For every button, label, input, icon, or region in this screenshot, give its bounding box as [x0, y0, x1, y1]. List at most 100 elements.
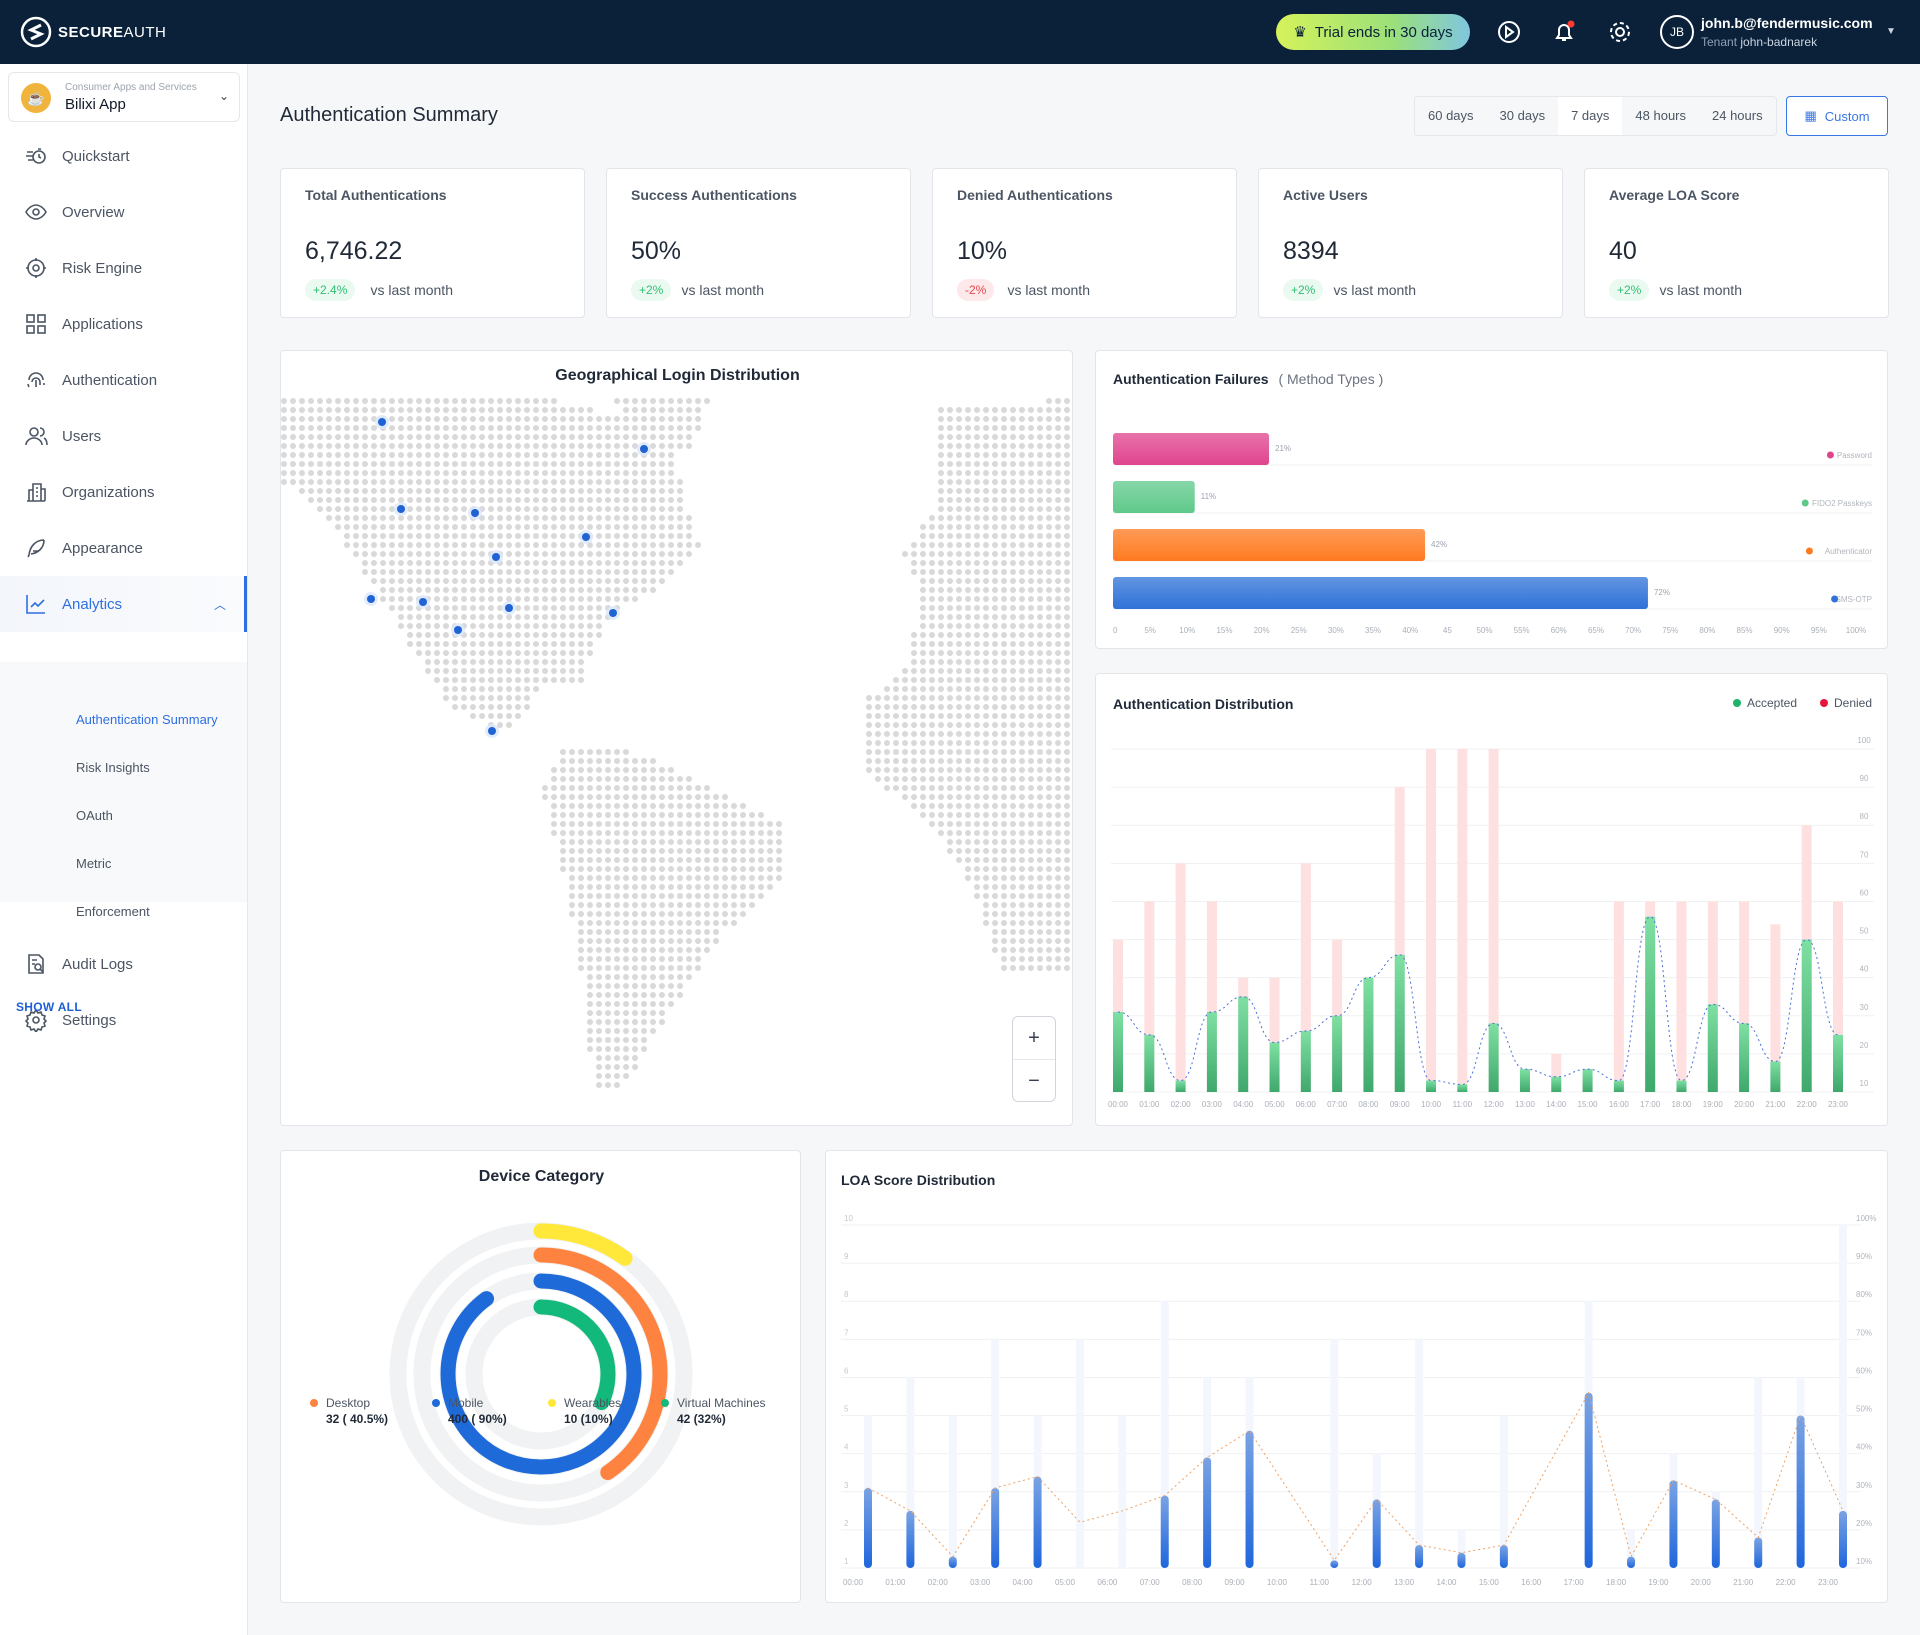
sidebar-item-risk-engine[interactable]: Risk Engine: [0, 240, 247, 296]
device-legend-item[interactable]: Wearables 10 (10%): [548, 1396, 621, 1426]
device-legend-item[interactable]: Mobile 400 ( 90%): [432, 1396, 507, 1426]
submenu-item-risk-insights[interactable]: Risk Insights: [76, 760, 150, 775]
loa-score-bar[interactable]: [1627, 1556, 1636, 1568]
accepted-bar[interactable]: [1488, 1023, 1499, 1092]
chevron-up-icon[interactable]: ︿: [213, 597, 226, 612]
sidebar-item-quickstart[interactable]: Quickstart: [0, 128, 247, 184]
denied-bar[interactable]: [1206, 901, 1217, 1092]
user-email[interactable]: john.b@fendermusic.com: [1701, 15, 1873, 31]
login-location-marker[interactable]: [640, 445, 648, 453]
loa-score-bar[interactable]: [1245, 1430, 1254, 1568]
sidebar-item-analytics[interactable]: Analytics ︿: [0, 576, 247, 632]
loa-score-bar[interactable]: [1330, 1560, 1339, 1568]
sidebar-item-authentication[interactable]: Authentication: [0, 352, 247, 408]
accepted-bar[interactable]: [1332, 1015, 1343, 1092]
accepted-bar[interactable]: [1144, 1034, 1155, 1092]
failure-bar[interactable]: [1113, 433, 1270, 465]
login-location-marker[interactable]: [471, 509, 479, 517]
logo[interactable]: SECUREAUTH: [20, 16, 166, 48]
sidebar-item-appearance[interactable]: Appearance: [0, 520, 247, 576]
failure-bar[interactable]: [1113, 577, 1648, 609]
ring-virtual-machines[interactable]: [466, 1299, 616, 1449]
loa-score-bar[interactable]: [1669, 1480, 1678, 1568]
legend-denied[interactable]: Denied: [1820, 696, 1872, 710]
login-location-marker[interactable]: [367, 595, 375, 603]
loa-score-bar[interactable]: [864, 1487, 872, 1568]
play-icon[interactable]: [1495, 18, 1523, 46]
accepted-bar[interactable]: [1645, 916, 1656, 1092]
submenu-item-metric[interactable]: Metric: [76, 856, 112, 871]
login-location-marker[interactable]: [609, 609, 617, 617]
world-map[interactable]: [281, 351, 1073, 1126]
accepted-bar[interactable]: [1707, 1004, 1718, 1092]
submenu-item-oauth[interactable]: OAuth: [76, 808, 113, 823]
range-tab-60-days[interactable]: 60 days: [1428, 108, 1474, 123]
denied-bar[interactable]: [1707, 901, 1718, 1092]
accepted-bar[interactable]: [1175, 1080, 1186, 1092]
submenu-item-authentication-summary[interactable]: Authentication Summary: [76, 712, 218, 727]
custom-range-button[interactable]: ▦ Custom: [1786, 96, 1888, 136]
failure-bar[interactable]: [1113, 529, 1426, 561]
accepted-bar[interactable]: [1739, 1023, 1750, 1092]
ring-mobile[interactable]: [440, 1273, 642, 1475]
loa-score-bar[interactable]: [1499, 1545, 1508, 1568]
zoom-in-button[interactable]: +: [1013, 1017, 1055, 1060]
sidebar-item-settings[interactable]: Settings: [0, 992, 247, 1048]
accepted-bar[interactable]: [1457, 1084, 1468, 1092]
loa-score-bar[interactable]: [1203, 1457, 1212, 1568]
login-location-marker[interactable]: [505, 604, 513, 612]
range-tab-7-days[interactable]: 7 days: [1558, 97, 1623, 135]
accepted-bar[interactable]: [1206, 1011, 1217, 1092]
app-selector[interactable]: ☕ Consumer Apps and Services Bilixi App …: [8, 72, 240, 122]
denied-bar[interactable]: [1457, 749, 1468, 1092]
zoom-out-button[interactable]: −: [1028, 1070, 1040, 1092]
login-location-marker[interactable]: [488, 727, 496, 735]
sidebar-item-applications[interactable]: Applications: [0, 296, 247, 352]
loa-score-bar[interactable]: [1796, 1415, 1805, 1568]
ring-wearables[interactable]: [390, 1223, 692, 1525]
loa-score-bar[interactable]: [948, 1556, 957, 1568]
accepted-bar[interactable]: [1676, 1080, 1687, 1092]
loa-score-bar[interactable]: [1754, 1537, 1763, 1568]
bell-icon[interactable]: [1550, 18, 1578, 46]
range-tab-48-hours[interactable]: 48 hours: [1635, 108, 1686, 123]
login-location-marker[interactable]: [492, 553, 500, 561]
accepted-bar[interactable]: [1801, 939, 1812, 1092]
accepted-bar[interactable]: [1770, 1061, 1781, 1092]
loa-score-bar[interactable]: [1415, 1545, 1424, 1568]
accepted-bar[interactable]: [1394, 954, 1405, 1092]
range-tab-30-days[interactable]: 30 days: [1499, 108, 1546, 123]
ring-desktop[interactable]: [414, 1247, 668, 1501]
accepted-bar[interactable]: [1238, 996, 1249, 1092]
loa-score-bar[interactable]: [1584, 1392, 1593, 1568]
sidebar-item-organizations[interactable]: Organizations: [0, 464, 247, 520]
login-location-marker[interactable]: [397, 505, 405, 513]
failure-bar[interactable]: [1113, 481, 1195, 513]
show-all-link[interactable]: SHOW ALL: [16, 1000, 82, 1014]
loa-score-bar[interactable]: [991, 1487, 1000, 1568]
loa-score-bar[interactable]: [906, 1510, 915, 1568]
denied-bar[interactable]: [1676, 901, 1687, 1092]
accepted-bar[interactable]: [1363, 977, 1374, 1092]
loa-score-bar[interactable]: [1457, 1552, 1466, 1568]
gear-icon[interactable]: [1606, 18, 1634, 46]
loa-score-bar[interactable]: [1372, 1499, 1381, 1568]
login-location-marker[interactable]: [419, 598, 427, 606]
denied-bar[interactable]: [1833, 901, 1843, 1092]
avatar[interactable]: JB: [1660, 15, 1694, 49]
accepted-bar[interactable]: [1551, 1076, 1562, 1092]
sidebar-item-users[interactable]: Users: [0, 408, 247, 464]
range-tab-24-hours[interactable]: 24 hours: [1712, 108, 1763, 123]
login-location-marker[interactable]: [454, 626, 462, 634]
loa-score-bar[interactable]: [1160, 1495, 1169, 1568]
denied-bar[interactable]: [1300, 863, 1311, 1092]
denied-bar[interactable]: [1426, 749, 1437, 1092]
denied-bar[interactable]: [1175, 863, 1186, 1092]
accepted-bar[interactable]: [1426, 1080, 1437, 1092]
legend-accepted[interactable]: Accepted: [1733, 696, 1797, 710]
accepted-bar[interactable]: [1613, 1080, 1624, 1092]
login-location-marker[interactable]: [378, 418, 386, 426]
denied-bar[interactable]: [1551, 1053, 1562, 1092]
denied-bar[interactable]: [1144, 901, 1155, 1092]
sidebar-item-audit-logs[interactable]: Audit Logs: [0, 936, 247, 992]
